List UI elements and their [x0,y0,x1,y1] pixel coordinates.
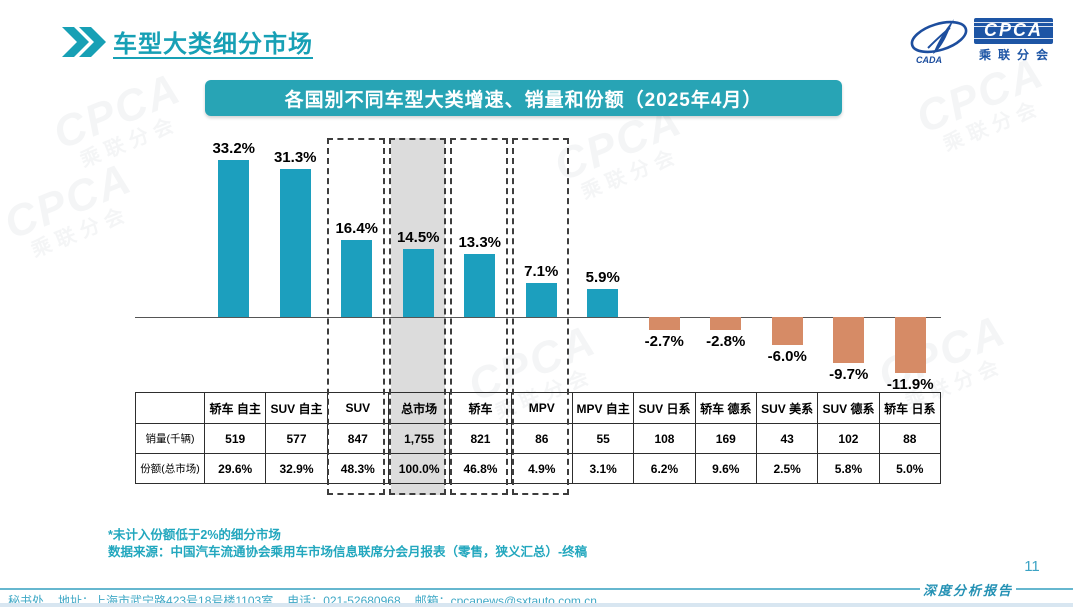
cpca-logo-block: CPCA [973,18,1053,44]
table-cell: 88 [878,423,942,454]
bar-SUV 美系 [771,317,803,346]
watermark-text: CPCA [0,153,139,249]
bar-value-label: -11.9% [886,376,934,394]
cpca-watermark: CPCA 乘联分会 [0,153,146,268]
watermark-text: 乘联分会 [940,96,1046,157]
bar-value-label: -9.7% [829,365,869,383]
bar-value-label: 13.3% [458,234,502,252]
table-cell: 847 [326,423,389,454]
table-cell: 2.5% [755,453,819,484]
table-cell: 100.0% [387,453,451,484]
bar-轿车 自主 [218,160,250,317]
table-header-cell: 轿车 德系 [694,392,757,424]
cpca-logo: CADA CPCA 乘联分会 [906,14,1055,66]
table-row-label: 份额(总市场) [135,453,205,484]
table-cell: 108 [633,423,696,454]
table-header-cell: MPV [510,392,573,424]
bar-chart-figure: 轿车 自主 SUV 自主 SUV 总市场 轿车 MPV MPV 自主 SUV 日系 轿车 德系 S… [135,130,942,502]
table-cell: 43 [755,423,819,454]
x-axis-line [135,317,941,318]
table-cell: 55 [571,423,635,454]
bar-value-label: 33.2% [212,140,256,158]
table-cell: 577 [265,423,328,454]
chart-title: 各国别不同车型大类增速、销量和份额（2025年4月） [284,89,763,111]
report-type-label: 深度分析报告 [920,580,1016,599]
table-header-cell: MPV 自主 [571,392,635,424]
bar-SUV 日系 [648,317,680,330]
bar-SUV [341,239,373,317]
page-header: 车型大类细分市场 [62,24,313,59]
watermark-text: 乘联分会 [28,202,134,263]
table-cell: 86 [510,423,573,454]
data-table: 轿车 自主 SUV 自主 SUV 总市场 轿车 MPV MPV 自主 SUV 日系 轿车 德系 S… [135,392,942,484]
logo-stripe [973,38,1053,39]
table-header-cell: 轿车 日系 [878,392,942,424]
bar-总市场 [402,248,434,317]
cpca-logo-text: CPCA 乘联分会 [972,18,1055,63]
table-cell: 821 [449,423,512,454]
page-number: 11 [1024,558,1040,575]
bar-轿车 日系 [894,317,926,374]
bar-value-label: -2.8% [706,333,746,351]
bar-value-label: 14.5% [396,228,440,246]
double-chevron-icon [62,26,106,57]
table-cell: 6.2% [633,453,696,484]
bar-value-label: 7.1% [524,263,559,281]
table-cell: 46.8% [449,453,512,484]
table-cell: 32.9% [265,453,328,484]
table-header-cell: SUV 美系 [755,392,819,424]
bottom-edge-strip [0,603,1073,607]
bar-SUV 德系 [833,317,865,363]
bar-MPV 自主 [587,289,619,317]
bar-轿车 [464,254,496,317]
logo-stripe [973,22,1053,23]
cpca-swoosh-icon: CADA [910,19,968,65]
table-cell: 519 [203,423,267,454]
bar-value-label: 16.4% [335,219,379,237]
table-cell: 5.0% [878,453,942,484]
table-header-cell: 总市场 [387,392,451,424]
table-cell: 3.1% [571,453,635,484]
cpca-subtitle: 乘联分会 [978,48,1055,62]
table-cell: 9.6% [694,453,757,484]
bar-value-label: 5.9% [585,269,620,287]
top-bar: 车型大类细分市场 CADA CPCA 乘联分会 [0,0,1073,70]
table-header-cell: SUV 德系 [817,392,880,424]
bar-value-label: -2.7% [644,332,684,350]
footer-divider [0,588,1073,590]
table-corner-cell [135,392,205,424]
bar-MPV [525,283,557,317]
table-cell: 48.3% [326,453,389,484]
table-header-cell: SUV [326,392,389,424]
page-title: 车型大类细分市场 [113,31,313,58]
table-cell: 5.8% [817,453,880,484]
cpca-acronym: CPCA [983,20,1043,40]
table-row-label: 销量(千辆) [135,423,205,454]
footnote: *未计入份额低于2%的细分市场 [108,528,281,542]
source-note: 数据来源：中国汽车流通协会乘用车市场信息联席分会月报表（零售，狭义汇总）-终稿 [108,545,588,559]
table-header-cell: 轿车 自主 [203,392,267,424]
logo-stripe [973,26,1053,27]
table-cell: 169 [694,423,757,454]
table-header-cell: SUV 自主 [265,392,328,424]
table-cell: 102 [817,423,880,454]
bar-value-label: 31.3% [273,149,317,167]
bar-value-label: -6.0% [767,348,807,366]
table-cell: 1,755 [387,423,451,454]
cada-text: CADA [916,55,942,65]
table-cell: 4.9% [510,453,573,484]
table-header-cell: 轿车 [449,392,512,424]
table-cell: 29.6% [203,453,267,484]
table-header-cell: SUV 日系 [633,392,696,424]
chart-title-banner: 各国别不同车型大类增速、销量和份额（2025年4月） [205,80,842,116]
notes: *未计入份额低于2%的细分市场 数据来源：中国汽车流通协会乘用车市场信息联席分会… [108,527,587,561]
bar-轿车 德系 [710,317,742,331]
bar-SUV 自主 [279,169,311,317]
